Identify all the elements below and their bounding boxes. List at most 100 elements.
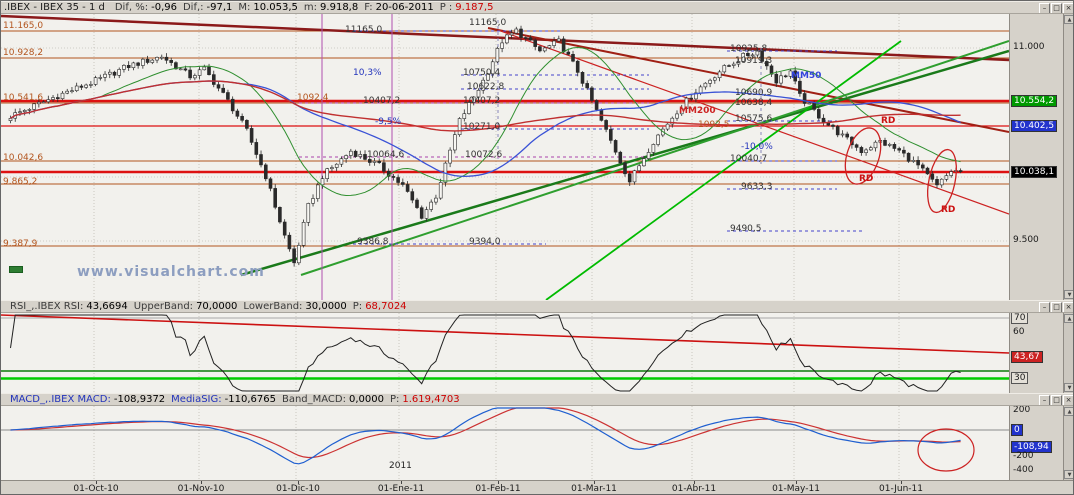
axis-price-label: 11.000 — [1013, 42, 1045, 52]
left-price-label: 10.541,6 — [3, 93, 44, 103]
header-field-value: 20-06-2011 — [375, 2, 434, 13]
rsi-header: RSI_,.IBEX RSI: 43,6694 UpperBand: 70,0000 L… — [1, 300, 1073, 313]
time-axis-tick — [401, 481, 402, 484]
axis-price-label: 10.402,5 — [1011, 120, 1058, 132]
axis-price-label: -400 — [1013, 465, 1034, 475]
time-axis-label: 01-Oct-10 — [73, 484, 119, 494]
candlestick-chart[interactable] — [1, 14, 1009, 300]
header-field-value: -97,1 — [206, 2, 233, 13]
axis-price-label: 0 — [1011, 424, 1023, 436]
axis-scroll-up-button[interactable]: ▲ — [1064, 15, 1073, 24]
axis-scroll-down-button[interactable]: ▼ — [1064, 470, 1073, 479]
rsi-chart[interactable] — [1, 313, 1009, 393]
axis-scroll-down-button[interactable]: ▼ — [1064, 383, 1073, 392]
macd-axis-scrollbar[interactable]: ▲ ▼ — [1063, 406, 1073, 480]
macd-axis[interactable]: 200 0 -108,94 -200 -400 — [1009, 406, 1063, 480]
axis-price-label: 200 — [1013, 406, 1031, 415]
left-price-label: 9.865,2 — [3, 177, 38, 187]
axis-price-label: -108,94 — [1011, 441, 1052, 453]
window-minimize-button[interactable]: – — [1039, 302, 1050, 312]
axis-price-label: 9.500 — [1013, 235, 1039, 245]
time-axis-label: 01-Ene-11 — [377, 484, 425, 494]
watermark: www.visualchart.com — [77, 264, 265, 280]
header-field-label: M: — [238, 2, 251, 13]
axis-price-label: 70 — [1011, 313, 1029, 324]
time-axis-tick — [96, 481, 97, 484]
axis-price-label: 43,67 — [1011, 351, 1043, 363]
axis-scroll-up-button[interactable]: ▲ — [1064, 314, 1073, 323]
header-field-label: P: — [352, 301, 363, 312]
macd-chart[interactable]: 2011 — [1, 406, 1009, 480]
time-axis-tick — [694, 481, 695, 484]
header-field-label: MediaSIG: — [171, 394, 222, 405]
header-field-label: m: — [303, 2, 318, 13]
watermark-icon — [9, 266, 23, 273]
header-field-value: -0,96 — [151, 2, 177, 13]
time-axis[interactable]: 01-Oct-10 01-Nov-10 01-Dic-10 01-Ene-11 01-F… — [1, 480, 1073, 494]
rsi-header-fields: RSI_,.IBEX RSI: 43,6694 UpperBand: 70,0000 L… — [4, 301, 407, 312]
time-axis-label: 01-Feb-11 — [475, 484, 521, 494]
header-field-label: P : — [439, 2, 453, 13]
main-header-fields: Dif, %: -0,96 Dif,: -97,1 M: 10.053,5 m: 9.918,… — [109, 2, 494, 13]
main-price-axis[interactable]: 11.000 10.554,2 10.402,5 10.038,1 9.500 — [1009, 14, 1063, 300]
window-maximize-button[interactable]: □ — [1051, 3, 1062, 13]
header-field-label: P: — [389, 394, 400, 405]
axis-price-label: 10.554,2 — [1011, 95, 1058, 107]
header-field-value: -108,9372 — [113, 394, 166, 405]
header-field-label: UpperBand: — [133, 301, 194, 312]
window-close-button[interactable]: × — [1063, 395, 1073, 405]
left-price-label: 11.165,0 — [3, 21, 44, 31]
rsi-axis[interactable]: 70 60 43,67 30 — [1009, 313, 1063, 393]
header-field-label: MACD_,.IBEX MACD: — [10, 394, 111, 405]
header-field-value: 43,6694 — [86, 301, 128, 312]
header-field-value: 9.918,8 — [320, 2, 359, 13]
header-field-value: 70,0000 — [196, 301, 238, 312]
window-minimize-button[interactable]: – — [1039, 3, 1050, 13]
year-label: 2011 — [389, 461, 412, 471]
time-axis-label: 01-Jun-11 — [879, 484, 923, 494]
left-price-label: 10.928,2 — [3, 48, 44, 58]
left-price-label: 10.042,6 — [3, 153, 44, 163]
main-chart-header: .IBEX - IBEX 35 - 1 d Dif, %: -0,96 Dif,: -… — [1, 1, 1073, 14]
header-field-label: Dif, %: — [114, 2, 149, 13]
header-field-label: LowerBand: — [243, 301, 303, 312]
time-axis-label: 01-Mar-11 — [571, 484, 617, 494]
rsi-window-buttons: – □ × — [1039, 302, 1073, 312]
header-field-value: 10.053,5 — [253, 2, 298, 13]
macd-plot[interactable] — [1, 406, 1009, 480]
time-axis-tick — [201, 481, 202, 484]
time-axis-tick — [298, 481, 299, 484]
header-field-label: F: — [364, 2, 373, 13]
main-price-chart[interactable]: 11.165,0 10.928,2 10.541,6 10.042,6 9.865,2 9… — [1, 14, 1009, 300]
main-window-buttons: – □ × — [1039, 3, 1073, 13]
time-axis-label: 01-Abr-11 — [671, 484, 717, 494]
axis-scroll-down-button[interactable]: ▼ — [1064, 290, 1073, 299]
time-axis-tick — [901, 481, 902, 484]
header-field-value: -110,6765 — [224, 394, 276, 405]
macd-header: MACD_,.IBEX MACD: -108,9372 MediaSIG: -110,… — [1, 393, 1073, 406]
header-field-value: 68,7024 — [365, 301, 407, 312]
axis-price-label: 60 — [1013, 327, 1025, 337]
rsi-plot[interactable] — [1, 313, 1009, 393]
time-axis-label: 01-Nov-10 — [177, 484, 225, 494]
window-close-button[interactable]: × — [1063, 3, 1073, 13]
time-axis-tick — [796, 481, 797, 484]
axis-scroll-up-button[interactable]: ▲ — [1064, 407, 1073, 416]
time-axis-tick — [594, 481, 595, 484]
left-price-label: 9.387,9 — [3, 239, 38, 249]
window-maximize-button[interactable]: □ — [1051, 395, 1062, 405]
header-field-value: 9.187,5 — [455, 2, 494, 13]
macd-window-buttons: – □ × — [1039, 395, 1073, 405]
window-close-button[interactable]: × — [1063, 302, 1073, 312]
main-axis-scrollbar[interactable]: ▲ ▼ — [1063, 14, 1073, 300]
header-field-label: Band_MACD: — [281, 394, 346, 405]
window-minimize-button[interactable]: – — [1039, 395, 1050, 405]
rsi-axis-scrollbar[interactable]: ▲ ▼ — [1063, 313, 1073, 393]
axis-price-label: 10.038,1 — [1011, 166, 1058, 178]
window-maximize-button[interactable]: □ — [1051, 302, 1062, 312]
axis-price-label: 30 — [1011, 372, 1029, 384]
header-field-label: Dif,: — [182, 2, 204, 13]
header-field-value: 0,0000 — [348, 394, 384, 405]
header-field-value: 30,0000 — [305, 301, 347, 312]
